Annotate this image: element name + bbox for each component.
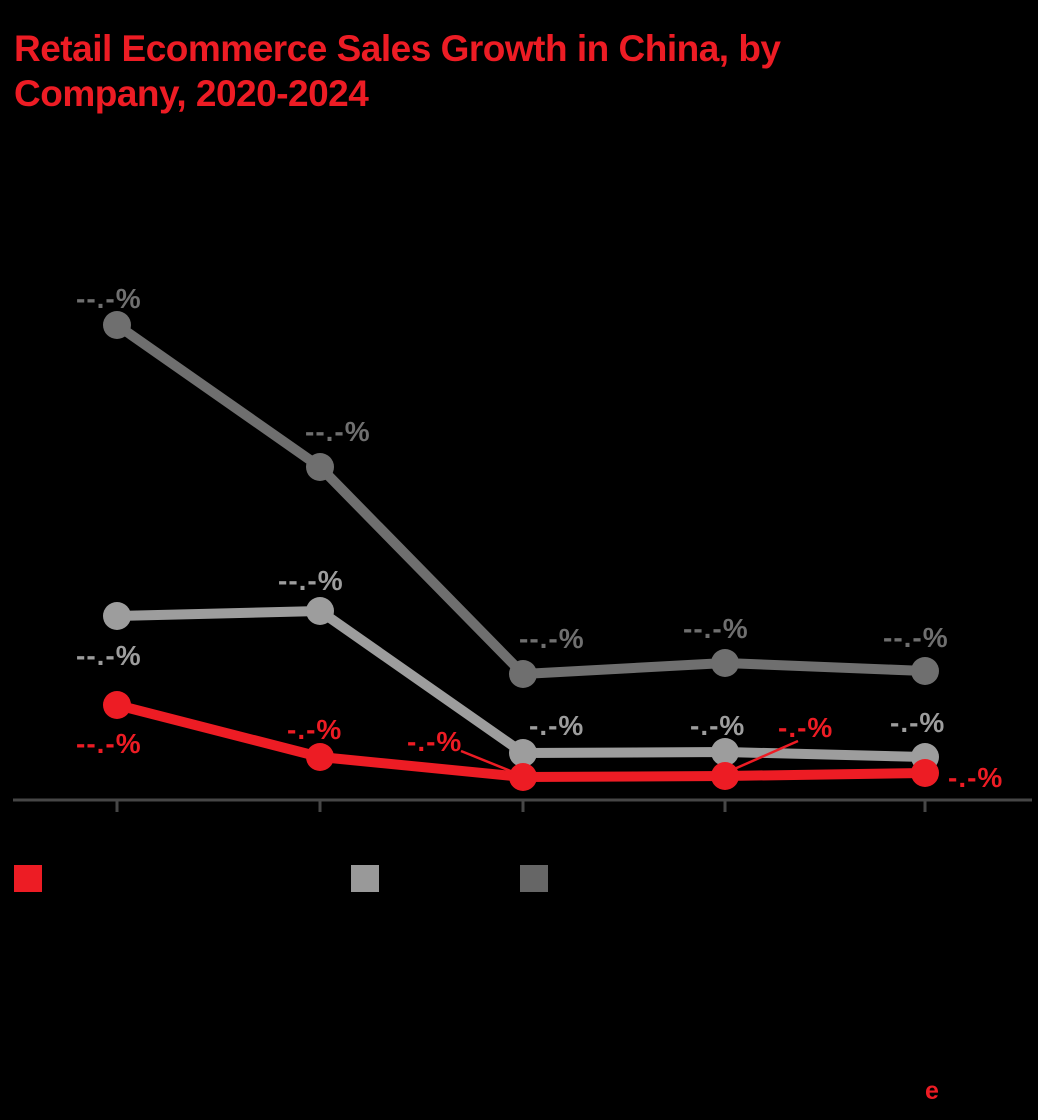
- value-label: -.-%: [778, 712, 833, 743]
- light-gray-series-point: [509, 739, 537, 767]
- value-label: -.-%: [287, 714, 342, 745]
- label-leader-line: [460, 749, 514, 774]
- dark-gray-series-point: [306, 453, 334, 481]
- label-leader-line: [731, 739, 799, 772]
- red-series-point: [711, 762, 739, 790]
- value-label: --.-%: [305, 416, 371, 447]
- chart-title-line1: Retail Ecommerce Sales Growth in China, …: [14, 28, 781, 69]
- dark-gray-series-point: [509, 660, 537, 688]
- value-label: -.-%: [890, 707, 945, 738]
- value-label: -.-%: [407, 726, 462, 757]
- dark-gray-series-point: [911, 657, 939, 685]
- value-label: --.-%: [76, 283, 142, 314]
- dark-gray-series-point: [711, 649, 739, 677]
- red-series-point: [103, 691, 131, 719]
- value-label: --.-%: [76, 728, 142, 759]
- red-series-point: [306, 743, 334, 771]
- value-label: --.-%: [683, 613, 749, 644]
- chart-title: Retail Ecommerce Sales Growth in China, …: [14, 26, 781, 116]
- light-gray-series-point: [103, 602, 131, 630]
- value-label: --.-%: [519, 623, 585, 654]
- emarketer-logo-e: e: [925, 1077, 939, 1105]
- value-label: --.-%: [278, 565, 344, 596]
- value-label: -.-%: [690, 710, 745, 741]
- light-gray-series-point: [711, 738, 739, 766]
- dark-gray-series-line: [114, 320, 926, 679]
- value-label: -.-%: [529, 710, 584, 741]
- red-series-point: [509, 763, 537, 791]
- value-label: --.-%: [883, 622, 949, 653]
- red-series-point: [911, 759, 939, 787]
- chart-title-line2: Company, 2020-2024: [14, 73, 369, 114]
- value-label: -.-%: [948, 762, 1003, 793]
- light-gray-series-point: [306, 597, 334, 625]
- dark-gray-series-point: [103, 311, 131, 339]
- value-label: --.-%: [76, 640, 142, 671]
